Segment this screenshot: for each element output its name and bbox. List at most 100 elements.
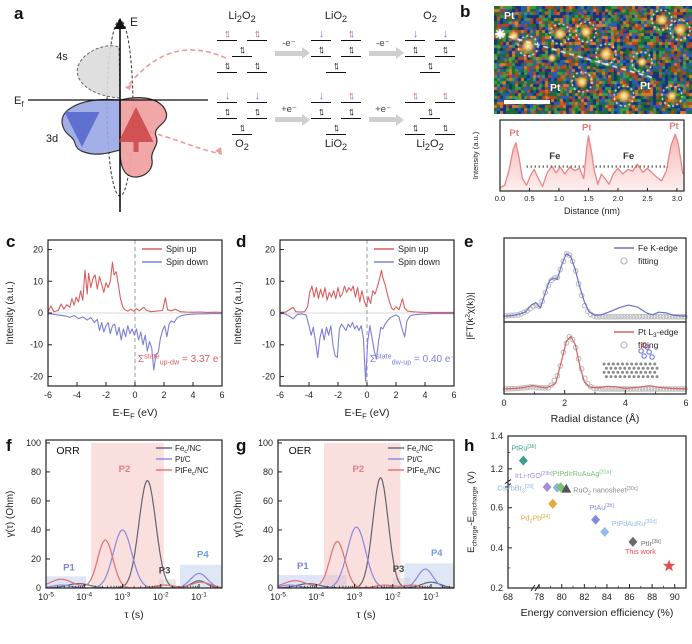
- fitting-circle-icon: [521, 309, 527, 316]
- mo-level-row: ↑ ↓ ↑ ↓: [217, 105, 267, 119]
- x-tick-label: 1.0: [554, 194, 564, 203]
- arrow-shaft-icon: [369, 113, 404, 126]
- carbon-atom-icon: [639, 362, 643, 366]
- pt-atom-label: Pt: [504, 10, 515, 22]
- data-point-label: This work: [625, 547, 656, 556]
- molecule-name: Li2O2: [228, 10, 256, 25]
- fitting-circle-icon: [603, 313, 609, 320]
- fitting-circle-icon: [581, 375, 588, 382]
- process-label-p2: P2: [353, 464, 365, 475]
- peak-label: Fe: [549, 151, 560, 162]
- legend-label: Spin down: [398, 257, 440, 267]
- y-tick-label: 40: [31, 525, 41, 535]
- y-axis-title: Intensity (a.u.): [471, 131, 480, 179]
- fitting-circle-icon: [663, 313, 670, 320]
- mo-level-row: ↑ ↓ ↑ ↓: [217, 27, 267, 41]
- x-axis-title: Distance (nm): [564, 206, 620, 216]
- electron-down-arrow-icon: ↓: [349, 90, 355, 102]
- reduction-arrow-icon: [149, 131, 223, 155]
- mo-diagram-Li2O2: Li2O2 ↑ ↓ ↑ ↓ ↑ ↓ ↑ ↓ ↑ ↓: [212, 10, 272, 73]
- peak-label: Pt: [509, 128, 519, 139]
- mo-energy-level: ↑ ↓: [341, 105, 361, 119]
- mo-energy-level: ↑ ↓: [247, 105, 267, 119]
- band-plot: E 4s Ef​ 3d: [14, 15, 227, 212]
- electron-down-arrow-icon: ↓: [443, 122, 449, 134]
- mo-level-row: ↓ ↓: [217, 89, 267, 103]
- y-tick-label: 0: [38, 308, 43, 318]
- data-point-label: RuO2​ nanosheet[30c]​: [573, 486, 638, 497]
- spin-band-diagram: E 4s Ef​ 3d: [14, 15, 227, 212]
- electron-down-arrow-icon: ↓: [334, 122, 340, 134]
- legend-label: Pt/C: [407, 455, 423, 464]
- y-axis-title: Intensity (a.u.): [5, 281, 16, 344]
- fitting-circle-icon: [587, 383, 594, 390]
- spin-up-band: [119, 97, 168, 178]
- y-tick-label: 1.2: [490, 464, 503, 474]
- carbon-atom-icon: [637, 366, 641, 370]
- profile-line: [499, 133, 684, 189]
- electron-transfer-arrow: +e⁻: [366, 104, 404, 126]
- energy-axis-label: E: [130, 15, 138, 29]
- fitting-circle-icon: [621, 313, 627, 320]
- process-label-p2: P2: [119, 464, 131, 475]
- electron-down-arrow-icon: ↓: [224, 90, 230, 102]
- carbon-atom-icon: [630, 370, 634, 374]
- electron-down-arrow-icon: ↓: [318, 90, 324, 102]
- electron-up-arrow-icon: ↑: [333, 122, 338, 134]
- electron-up-arrow-icon: ↑: [412, 122, 417, 134]
- y-tick-label: 0.4: [490, 543, 503, 553]
- spin-down-curve: [279, 313, 454, 382]
- electron-down-arrow-icon: ↓: [349, 106, 355, 118]
- mo-energy-level: ↑ ↓: [405, 121, 425, 135]
- exafs-line: [503, 253, 687, 317]
- electron-down-arrow-icon: ↓: [255, 28, 261, 40]
- carbon-atom-icon: [646, 375, 650, 379]
- legend-label: Pt L3​-edge: [638, 327, 679, 339]
- carbon-atom-icon: [614, 366, 618, 370]
- carbon-atom-icon: [607, 362, 611, 366]
- electron-up-arrow-icon: ↑: [442, 90, 447, 102]
- diamond-marker-icon: [556, 482, 566, 493]
- electron-transfer-label: +e⁻: [375, 104, 391, 115]
- integrated-states-annotation: Σstate​up-dw​ = 3.37 e⁻: [138, 351, 224, 366]
- y-tick-label: 40: [263, 525, 273, 535]
- electron-down-arrow-icon: ↓: [428, 106, 434, 118]
- fitting-circle-icon: [642, 313, 649, 320]
- x-axis-title: Radial distance (Å): [551, 412, 640, 425]
- x-tick-label: 2.5: [642, 194, 652, 203]
- y-tick-label: 10: [33, 276, 43, 286]
- mo-energy-level: ↑ ↓: [341, 89, 361, 103]
- mo-energy-level: ↓: [311, 89, 331, 103]
- diamond-marker-icon: [548, 498, 558, 509]
- process-label-p4: P4: [197, 550, 209, 561]
- carbon-atom-icon: [614, 375, 618, 379]
- fitting-circle-icon: [657, 386, 664, 392]
- x-tick-label: -4: [73, 390, 81, 400]
- diamond-marker-icon: [591, 514, 601, 525]
- y-axis-title: γ(τ) (Ohm): [233, 491, 244, 538]
- mo-energy-level: ↑ ↓: [217, 59, 237, 73]
- spin-down-curve: [47, 313, 222, 371]
- panel-a-label: a: [14, 4, 24, 23]
- electron-down-arrow-icon: ↓: [240, 44, 246, 56]
- y-tick-label: 100: [258, 438, 273, 448]
- carbon-atom-icon: [650, 366, 654, 370]
- spin-down-band: [61, 98, 121, 155]
- data-point: IrLi-rGO[28b]​: [515, 471, 553, 492]
- plot-frame: [507, 435, 687, 589]
- x-tick-label: 0: [501, 398, 506, 408]
- carbon-atom-icon: [641, 366, 645, 370]
- carbon-atom-icon: [604, 366, 608, 370]
- carbon-atom-icon: [627, 375, 631, 379]
- fitting-circle-icon: [618, 313, 624, 320]
- fitting-circle-icon: [569, 336, 576, 343]
- legend-label: fitting: [638, 256, 659, 266]
- x-axis-title: τ (s): [124, 609, 143, 621]
- y-tick-label: 20: [31, 554, 41, 564]
- electron-up-arrow-icon: ↑: [412, 44, 417, 56]
- legend-label: Fec​/NC: [407, 444, 433, 455]
- mo-diagram-O2: ↓ ↓ ↑ ↓ ↑ ↓ ↑ ↓ O2: [212, 87, 272, 153]
